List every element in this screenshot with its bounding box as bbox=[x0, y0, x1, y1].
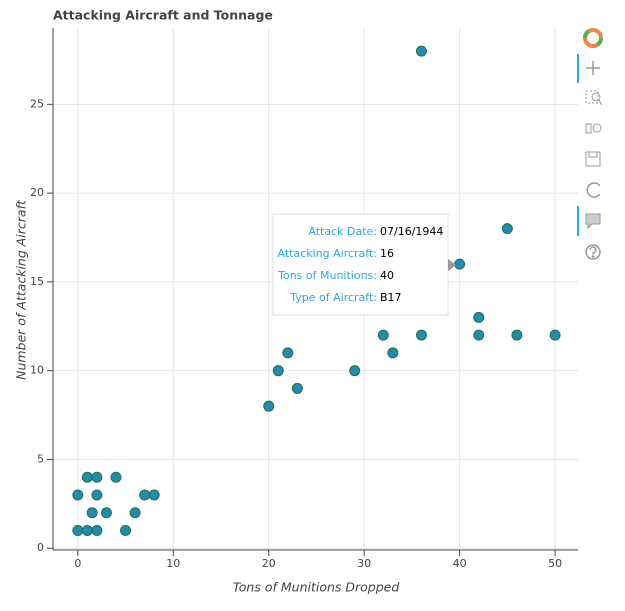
box-zoom-tool[interactable] bbox=[585, 90, 603, 106]
x-tick-label: 0 bbox=[74, 557, 81, 570]
point bbox=[91, 524, 103, 536]
point bbox=[120, 524, 132, 536]
plot-area: 0 5 10 15 20 25 0 10 20 30 40 50 bbox=[30, 28, 578, 570]
y-axis-label: Number of Attacking Aircraft bbox=[14, 199, 29, 380]
save-tool[interactable] bbox=[585, 151, 601, 167]
x-tick-label: 10 bbox=[166, 557, 180, 570]
point bbox=[139, 489, 151, 501]
point bbox=[415, 45, 427, 57]
point bbox=[473, 311, 485, 323]
tooltip-label: Attack Date: bbox=[308, 225, 377, 238]
hover-tool[interactable] bbox=[585, 213, 601, 230]
point bbox=[110, 471, 122, 483]
point bbox=[272, 365, 284, 377]
point bbox=[377, 329, 389, 341]
point bbox=[511, 329, 523, 341]
hover-tooltip: Attack Date: 07/16/1944 Attacking Aircra… bbox=[272, 213, 456, 316]
point bbox=[81, 471, 93, 483]
y-tick-label: 5 bbox=[37, 452, 44, 465]
y-tick-label: 25 bbox=[30, 97, 44, 110]
toolbar bbox=[577, 28, 603, 260]
tooltip-label: Tons of Munitions: bbox=[277, 269, 377, 282]
point bbox=[72, 489, 84, 501]
tooltip-value: B17 bbox=[380, 291, 402, 304]
point bbox=[501, 223, 513, 235]
point bbox=[473, 329, 485, 341]
x-tick-label: 50 bbox=[548, 557, 562, 570]
y-tick-label: 0 bbox=[37, 541, 44, 554]
tooltip-arrow bbox=[448, 259, 456, 271]
point bbox=[291, 382, 303, 394]
point bbox=[349, 365, 361, 377]
pan-tool[interactable] bbox=[586, 61, 600, 75]
tooltip-value: 40 bbox=[380, 269, 394, 282]
tooltip-label: Attacking Aircraft: bbox=[278, 247, 378, 260]
point bbox=[549, 329, 561, 341]
tooltip-value: 16 bbox=[380, 247, 394, 260]
point bbox=[72, 524, 84, 536]
y-tick-label: 15 bbox=[30, 275, 44, 288]
point bbox=[91, 471, 103, 483]
x-tick-label: 40 bbox=[453, 557, 467, 570]
wheel-zoom-tool[interactable] bbox=[585, 123, 602, 134]
point bbox=[415, 329, 427, 341]
point bbox=[91, 489, 103, 501]
tooltip-value: 07/16/1944 bbox=[380, 225, 443, 238]
x-axis-label: Tons of Munitions Dropped bbox=[233, 580, 400, 595]
reset-tool[interactable] bbox=[586, 182, 601, 198]
point bbox=[81, 524, 93, 536]
y-tick-label: 10 bbox=[30, 364, 44, 377]
point bbox=[148, 489, 160, 501]
point bbox=[263, 400, 275, 412]
point bbox=[454, 258, 466, 270]
chart-title: Attacking Aircraft and Tonnage bbox=[53, 8, 273, 23]
help-tool[interactable] bbox=[585, 244, 601, 260]
x-tick-label: 20 bbox=[262, 557, 276, 570]
tooltip-label: Type of Aircraft: bbox=[289, 291, 377, 304]
point bbox=[387, 347, 399, 359]
point bbox=[282, 347, 294, 359]
point bbox=[100, 507, 112, 519]
x-tick-label: 30 bbox=[357, 557, 371, 570]
point bbox=[129, 507, 141, 519]
y-tick-label: 20 bbox=[30, 186, 44, 199]
point bbox=[86, 507, 98, 519]
bokeh-logo[interactable] bbox=[583, 28, 603, 48]
